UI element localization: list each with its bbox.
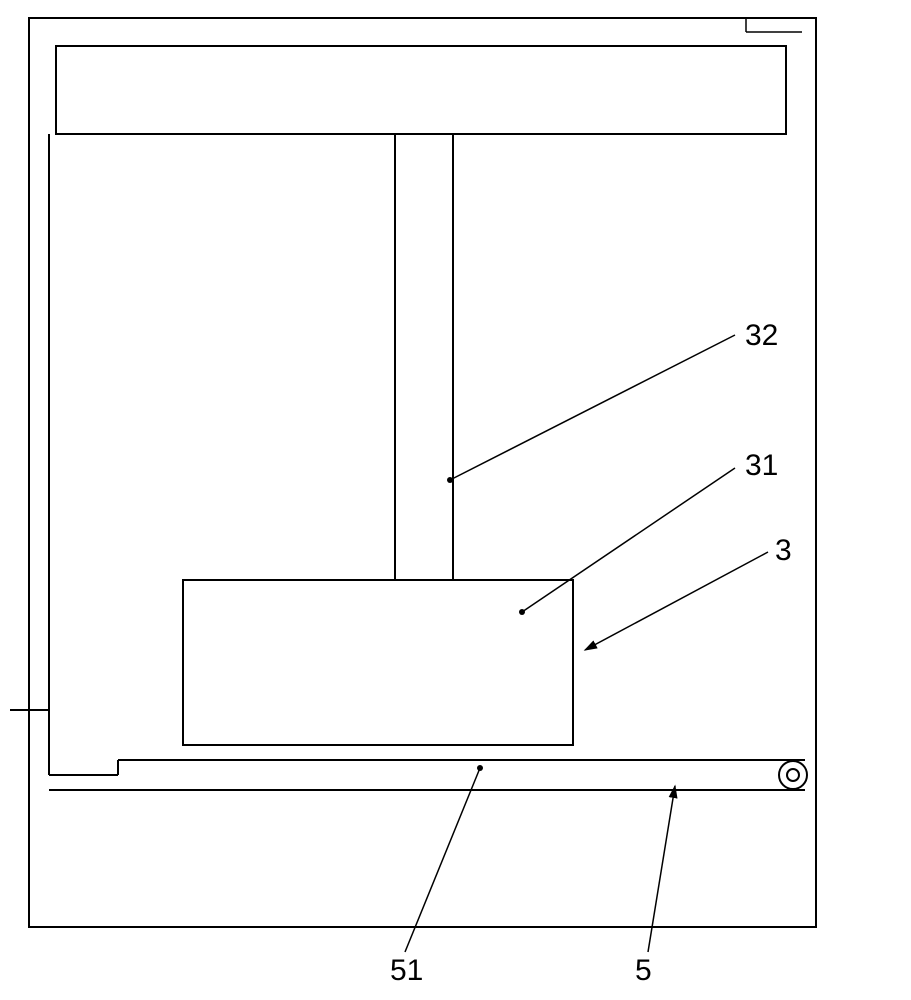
top-beam — [56, 46, 786, 134]
label-51: 51 — [390, 954, 423, 987]
label-3: 3 — [775, 534, 792, 567]
leader-dot-31 — [519, 609, 525, 615]
leader-dot-51 — [477, 765, 483, 771]
label-5: 5 — [635, 954, 652, 987]
roller-inner — [787, 769, 799, 781]
press-block — [183, 580, 573, 745]
leader-31 — [522, 468, 735, 612]
leader-3 — [585, 552, 768, 650]
center-column — [395, 134, 453, 580]
diagram-shapes — [10, 18, 816, 927]
leader-51 — [405, 768, 480, 952]
label-31: 31 — [745, 449, 778, 482]
label-32: 32 — [745, 319, 778, 352]
leader-32 — [450, 335, 735, 480]
technical-diagram: 32 31 3 51 5 — [0, 0, 911, 1000]
leader-dot-32 — [447, 477, 453, 483]
